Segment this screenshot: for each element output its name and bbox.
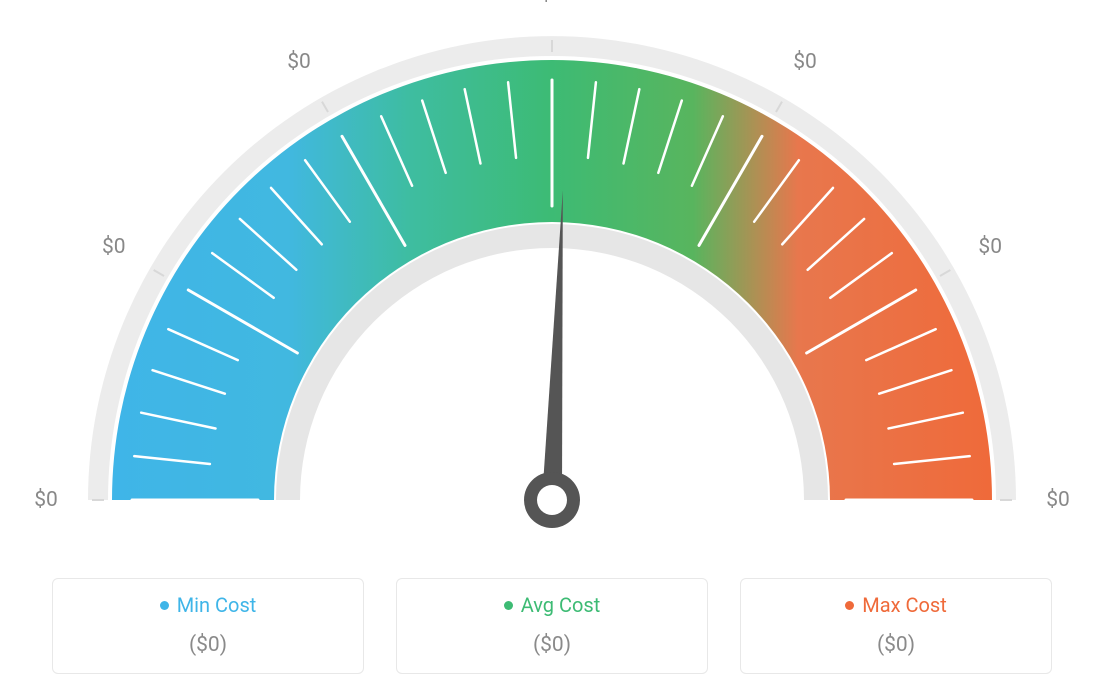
legend-dot-min xyxy=(160,601,169,610)
legend-card-avg: Avg Cost ($0) xyxy=(396,578,708,674)
legend-label-min: Min Cost xyxy=(177,593,257,617)
legend-row: Min Cost ($0) Avg Cost ($0) Max Cost ($0… xyxy=(50,578,1054,674)
gauge-tick-label: $0 xyxy=(1046,488,1070,512)
gauge-tick-label: $0 xyxy=(793,50,817,74)
gauge-chart: $0 $0 $0 $0 $0 $0 $0 xyxy=(0,0,1104,550)
legend-value-max: ($0) xyxy=(751,633,1041,657)
gauge-tick-label: $0 xyxy=(540,0,564,6)
gauge-tick-label: $0 xyxy=(102,235,126,259)
gauge-tick-label: $0 xyxy=(978,235,1002,259)
gauge-tick-label: $0 xyxy=(287,50,311,74)
legend-label-avg: Avg Cost xyxy=(521,593,601,617)
legend-dot-avg xyxy=(504,601,513,610)
gauge-tick-label: $0 xyxy=(34,488,58,512)
legend-card-min: Min Cost ($0) xyxy=(52,578,364,674)
legend-label-max: Max Cost xyxy=(862,593,947,617)
legend-value-min: ($0) xyxy=(63,633,353,657)
legend-card-max: Max Cost ($0) xyxy=(740,578,1052,674)
legend-value-avg: ($0) xyxy=(407,633,697,657)
gauge-svg xyxy=(0,0,1104,550)
legend-dot-max xyxy=(845,601,854,610)
